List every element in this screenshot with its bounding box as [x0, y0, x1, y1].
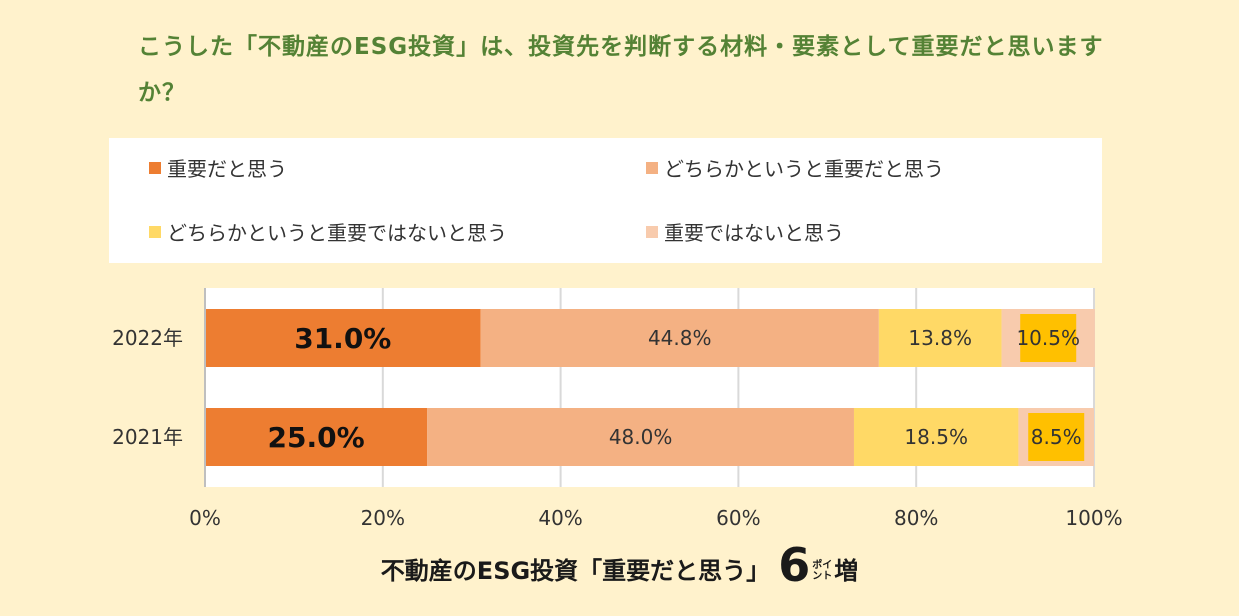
legend-swatch [646, 225, 658, 238]
footer-number: 6 [778, 538, 811, 592]
x-tick-label: 80% [894, 506, 938, 530]
legend-item-important: 重要だと思う [149, 153, 287, 182]
bar-segment [878, 309, 1002, 367]
legend-item-not-important: 重要ではないと思う [646, 217, 844, 246]
data-label: 13.8% [908, 326, 972, 350]
footer-summary: 不動産のESG投資「重要だと思う」 6 ポイ ント 増 [0, 540, 1239, 606]
data-label: 48.0% [609, 425, 673, 449]
chart-legend: 重要だと思う どちらかというと重要だと思う どちらかというと重要ではないと思う … [109, 138, 1102, 263]
x-tick-label: 0% [189, 506, 221, 530]
footer-unit-top: ポイ [812, 560, 833, 571]
legend-label: 重要ではないと思う [664, 221, 844, 245]
data-label: 25.0% [268, 421, 365, 454]
x-tick-label: 100% [1065, 506, 1122, 530]
legend-item-somewhat-important: どちらかというと重要だと思う [646, 153, 944, 182]
stacked-bar-chart: 0% 20% 40% 60% 80% 100% 2022年 31.0% 44.8% 13.8% 10… [112, 288, 1123, 530]
x-tick-label: 40% [538, 506, 582, 530]
data-label: 10.5% [1016, 326, 1080, 350]
legend-label: どちらかというと重要ではないと思う [167, 221, 507, 245]
bar-segment [427, 408, 854, 466]
data-label: 8.5% [1031, 425, 1082, 449]
x-tick-label: 20% [361, 506, 405, 530]
bar-segment [205, 408, 428, 466]
legend-swatch [646, 161, 658, 174]
y-category-label: 2021年 [112, 425, 183, 449]
data-label-box [1028, 413, 1085, 461]
footer-tail: 増 [834, 557, 859, 585]
y-category-label: 2022年 [112, 326, 183, 350]
bar-segment [853, 408, 1019, 466]
data-label: 31.0% [294, 322, 391, 355]
data-label: 44.8% [648, 326, 712, 350]
legend-swatch [149, 225, 161, 238]
bar-segment [205, 309, 481, 367]
legend-label: どちらかというと重要だと思う [664, 157, 944, 181]
footer-unit-bottom: ント [812, 571, 833, 582]
footer-lead: 不動産のESG投資「重要だと思う」 [380, 557, 771, 585]
question-title: こうした「不動産のESG投資」は、投資先を判断する材料・要素として重要だと思いま… [138, 34, 1104, 106]
data-label: 18.5% [904, 425, 968, 449]
x-tick-label: 60% [716, 506, 760, 530]
bar-segment [480, 309, 879, 367]
footer-unit: ポイ ント [812, 560, 832, 582]
legend-swatch [149, 161, 161, 174]
legend-item-somewhat-not-important: どちらかというと重要ではないと思う [149, 217, 507, 246]
legend-label: 重要だと思う [167, 157, 287, 181]
data-label-box [1020, 314, 1077, 362]
